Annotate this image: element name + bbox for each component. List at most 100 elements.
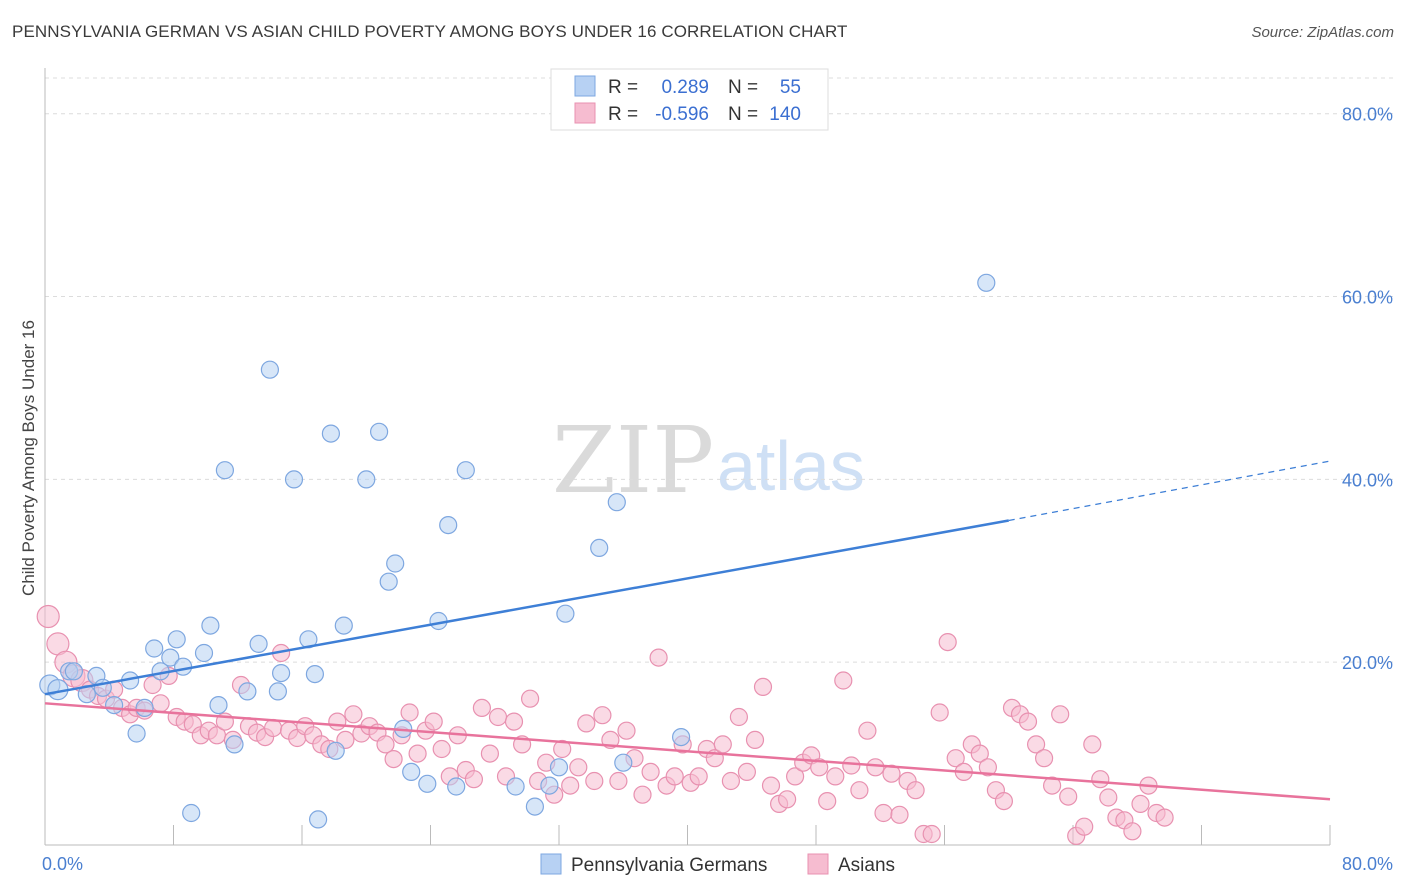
asians-point-126 xyxy=(1051,705,1070,724)
pennsylvania-germans-point-17 xyxy=(194,643,214,663)
pennsylvania-germans-point-54 xyxy=(614,753,633,772)
asians-point-127 xyxy=(1059,787,1078,806)
asians-point-132 xyxy=(1099,788,1118,807)
asians-point-74 xyxy=(633,785,652,804)
pennsylvania-germans-point-51 xyxy=(671,727,691,747)
asians-point-98 xyxy=(826,767,845,786)
watermark-atlas: atlas xyxy=(717,427,865,505)
asians-point-14 xyxy=(151,694,170,713)
pennsylvania-germans-point-32 xyxy=(326,741,345,760)
asians-point-136 xyxy=(1131,794,1150,814)
pennsylvania-germans-point-27 xyxy=(284,470,304,489)
asians-point-85 xyxy=(721,771,741,791)
asians-point-75 xyxy=(641,762,660,782)
pennsylvania-germans-point-15 xyxy=(174,657,193,676)
asians-point-55 xyxy=(480,744,499,763)
asians-point-81 xyxy=(689,767,708,786)
asians-point-67 xyxy=(577,714,596,733)
asians-point-66 xyxy=(569,758,588,777)
asians-point-92 xyxy=(777,790,797,809)
series-legend-swatch-pink xyxy=(807,853,829,875)
trend-lines xyxy=(44,460,1331,801)
series-legend: Pennsylvania Germans Asians xyxy=(540,853,895,876)
legend-swatch-blue xyxy=(574,75,596,97)
asians-point-111 xyxy=(930,703,949,722)
pennsylvania-germans-point-39 xyxy=(402,762,421,782)
pennsylvania-germans-point-9 xyxy=(127,724,146,743)
asians-point-124 xyxy=(1034,749,1054,768)
asians-point-131 xyxy=(1091,770,1110,789)
legend-n-label-1: N = xyxy=(728,77,758,98)
pennsylvania-germans-point-20 xyxy=(215,461,234,480)
asians-point-104 xyxy=(874,803,893,823)
chart-title: PENNSYLVANIA GERMAN VS ASIAN CHILD POVER… xyxy=(12,22,848,41)
pennsylvania-germans-point-13 xyxy=(161,648,180,667)
pennsylvania-germans-point-33 xyxy=(334,616,353,635)
asians-point-0 xyxy=(36,604,60,629)
asians-point-122 xyxy=(1018,712,1038,731)
asians-point-86 xyxy=(729,707,749,727)
asians-point-76 xyxy=(649,648,668,667)
correlation-legend: R = 0.289 N = 55 R = -0.596 N = 140 xyxy=(550,68,829,131)
asians-point-71 xyxy=(609,771,628,791)
asians-point-139 xyxy=(1155,808,1174,827)
y-tick-label-40: 40.0% xyxy=(1342,470,1393,490)
pennsylvania-germans-point-34 xyxy=(357,470,376,489)
pennsylvania-germans-point-7 xyxy=(104,695,124,715)
asians-point-89 xyxy=(753,677,773,697)
asians-point-130 xyxy=(1083,735,1102,754)
asians-point-103 xyxy=(866,758,885,777)
asians-point-108 xyxy=(906,781,925,800)
asians-point-88 xyxy=(745,730,765,750)
pennsylvania-germans-point-16 xyxy=(182,803,201,823)
asians-point-38 xyxy=(344,705,363,724)
legend-n-label-2: N = xyxy=(728,104,758,125)
pennsylvania-germans-point-50 xyxy=(607,493,626,512)
series-legend-asians: Asians xyxy=(838,855,895,876)
asians-point-42 xyxy=(376,735,395,754)
asians-point-119 xyxy=(994,791,1014,811)
source-credit: Source: ZipAtlas.com xyxy=(1251,24,1394,41)
asians-point-99 xyxy=(834,671,853,690)
pennsylvania-germans-point-11 xyxy=(145,639,164,658)
asians-point-117 xyxy=(978,758,998,777)
pennsylvania-germans-point-23 xyxy=(249,634,268,654)
asians-point-48 xyxy=(424,712,443,731)
legend-r-label-2: R = xyxy=(608,104,638,125)
pennsylvania-germans-point-24 xyxy=(260,360,279,379)
asians-point-112 xyxy=(938,632,957,652)
asians-point-13 xyxy=(143,675,162,695)
pennsylvania-germans-point-19 xyxy=(209,695,228,715)
pennsylvania-germans-point-48 xyxy=(556,604,575,623)
pennsylvania-germans-point-22 xyxy=(238,682,257,701)
pennsylvania-germans-point-21 xyxy=(225,735,244,754)
watermark: ZIP atlas xyxy=(552,407,865,514)
pennsylvania-germans-point-36 xyxy=(379,572,398,591)
pennsylvania-germans-point-52 xyxy=(977,273,996,292)
asians-point-53 xyxy=(464,770,483,789)
asians-point-43 xyxy=(384,749,403,769)
asians-point-97 xyxy=(818,791,837,811)
asians-point-90 xyxy=(761,776,781,795)
asians-point-56 xyxy=(488,707,508,727)
asians-point-116 xyxy=(970,744,989,763)
x-tick-label-min: 0.0% xyxy=(42,854,83,874)
asians-point-54 xyxy=(472,698,491,718)
pennsylvania-germans-point-31 xyxy=(321,424,340,443)
y-tick-label-80: 80.0% xyxy=(1342,105,1393,125)
pennsylvania-germans-point-37 xyxy=(386,554,405,573)
asians-point-72 xyxy=(617,721,636,740)
pennsylvania-germans-point-35 xyxy=(370,422,389,441)
asians-point-69 xyxy=(593,706,612,725)
asians-point-60 xyxy=(520,689,540,708)
asians-point-110 xyxy=(922,824,941,844)
asians-point-58 xyxy=(504,712,524,731)
legend-n-value-2: 140 xyxy=(769,104,801,125)
pennsylvania-germans-point-53 xyxy=(549,758,569,777)
pennsylvania-germans-point-40 xyxy=(418,774,437,793)
legend-r-value-2: -0.596 xyxy=(655,104,709,125)
asians-point-102 xyxy=(858,721,877,740)
legend-swatch-pink xyxy=(574,102,596,124)
asians-point-28 xyxy=(264,718,283,738)
pennsylvania-germans-point-14 xyxy=(167,630,186,649)
